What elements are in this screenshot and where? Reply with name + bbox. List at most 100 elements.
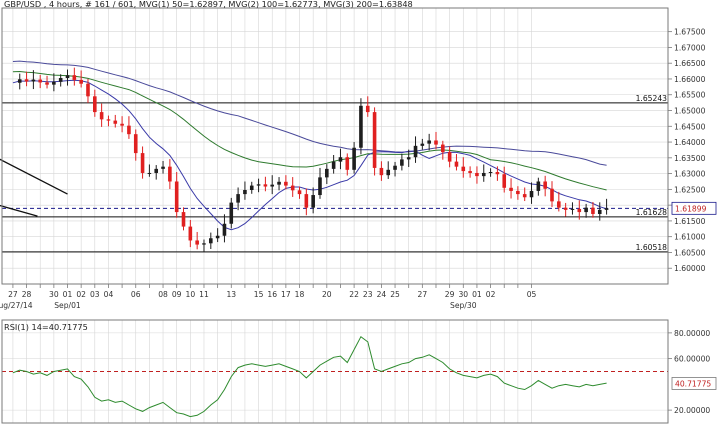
time-tick-label: 30 [458,290,468,299]
price-tick-label: 1.64500 [674,122,706,131]
candle-body [270,184,275,187]
main-gridlines [2,8,668,284]
candle-body [17,79,22,83]
down-candle [304,188,309,216]
candle-body [202,243,206,245]
up-candle [202,239,206,253]
candle-body [550,188,554,202]
candle-body [133,134,138,154]
time-tick-label: 11 [199,290,209,299]
price-level-label: 1.65243 [636,94,668,103]
price-tick-label: 1.60500 [674,248,706,257]
down-candle [168,159,172,190]
up-candle [359,98,363,155]
up-candle [352,142,356,174]
time-tick-label: 27 [8,290,18,299]
candle-body [597,209,602,214]
down-candle [127,116,131,139]
rsi-value-label: 40.71775 [675,379,711,388]
up-candle [215,228,220,243]
candle-body [106,119,111,121]
down-candle [106,115,111,127]
up-candle [325,164,329,185]
ma50-line [12,79,607,231]
up-candle [65,69,70,86]
month-label: Aug/27/14 [0,301,33,310]
candle-body [338,157,343,162]
down-candle [133,129,138,161]
candle-body [604,208,609,210]
candle-body [584,207,588,213]
candle-body [236,194,240,203]
ma200-line [12,60,607,166]
down-candle [79,70,83,88]
candle-body [434,140,438,145]
candle-body [427,140,431,144]
up-candle [338,148,343,170]
moving-averages [12,60,607,231]
down-candle [522,187,527,202]
up-candle [406,149,411,167]
candle-body [311,195,315,208]
time-tick-label: 25 [390,290,400,299]
down-candle [174,172,179,218]
candle-body [563,207,568,210]
candle-body [58,78,63,82]
rsi-series-line [12,335,607,418]
rsi-tick-label: 80.00000 [674,329,710,338]
candle-body [297,190,302,195]
up-candle [270,175,275,195]
down-candle [591,201,595,218]
down-candle [297,186,302,199]
candle-body [509,187,513,191]
price-tick-label: 1.61500 [674,217,706,226]
candle-body [393,165,397,170]
candle-body [488,172,493,174]
candle-body [215,235,220,239]
up-candle [58,74,63,87]
rsi-tick-label: 20.00000 [674,406,710,415]
price-level-label: 1.60518 [636,243,668,252]
time-tick-label: 01 [472,290,482,299]
down-candle [475,166,479,184]
month-label: Sep/30 [450,301,477,310]
down-candle [557,191,561,212]
down-candle [365,96,370,117]
candles [17,67,609,253]
down-candle [72,67,77,86]
price-tick-label: 1.65500 [674,91,706,100]
down-candle [86,78,90,103]
time-tick-label: 28 [22,290,32,299]
candle-body [570,208,575,210]
time-tick-label: 18 [295,290,305,299]
candle-body [72,75,77,80]
down-candle [577,200,582,220]
down-candle [263,176,268,192]
time-tick-label: 22 [349,290,359,299]
up-candle [488,168,493,177]
time-tick-label: 09 [172,290,182,299]
candle-body [99,112,104,120]
candle-body [413,145,418,158]
candle-body [557,201,561,208]
time-tick-label: 16 [267,290,277,299]
up-candle [420,138,425,150]
candle-body [543,181,547,189]
up-candle [584,203,588,218]
up-candle [243,181,247,200]
up-candle [311,187,315,214]
up-candle [161,160,165,174]
candle-body [161,166,165,169]
down-candle [24,71,29,87]
down-candle [454,154,459,171]
up-candle [229,197,234,229]
down-candle [140,146,145,179]
candle-body [249,185,254,191]
candle-body [502,174,507,188]
candle-body [318,177,322,196]
down-candle [45,75,49,89]
candle-body [325,168,329,178]
candle-body [127,125,131,135]
up-candle [318,167,322,199]
candle-body [475,172,479,177]
